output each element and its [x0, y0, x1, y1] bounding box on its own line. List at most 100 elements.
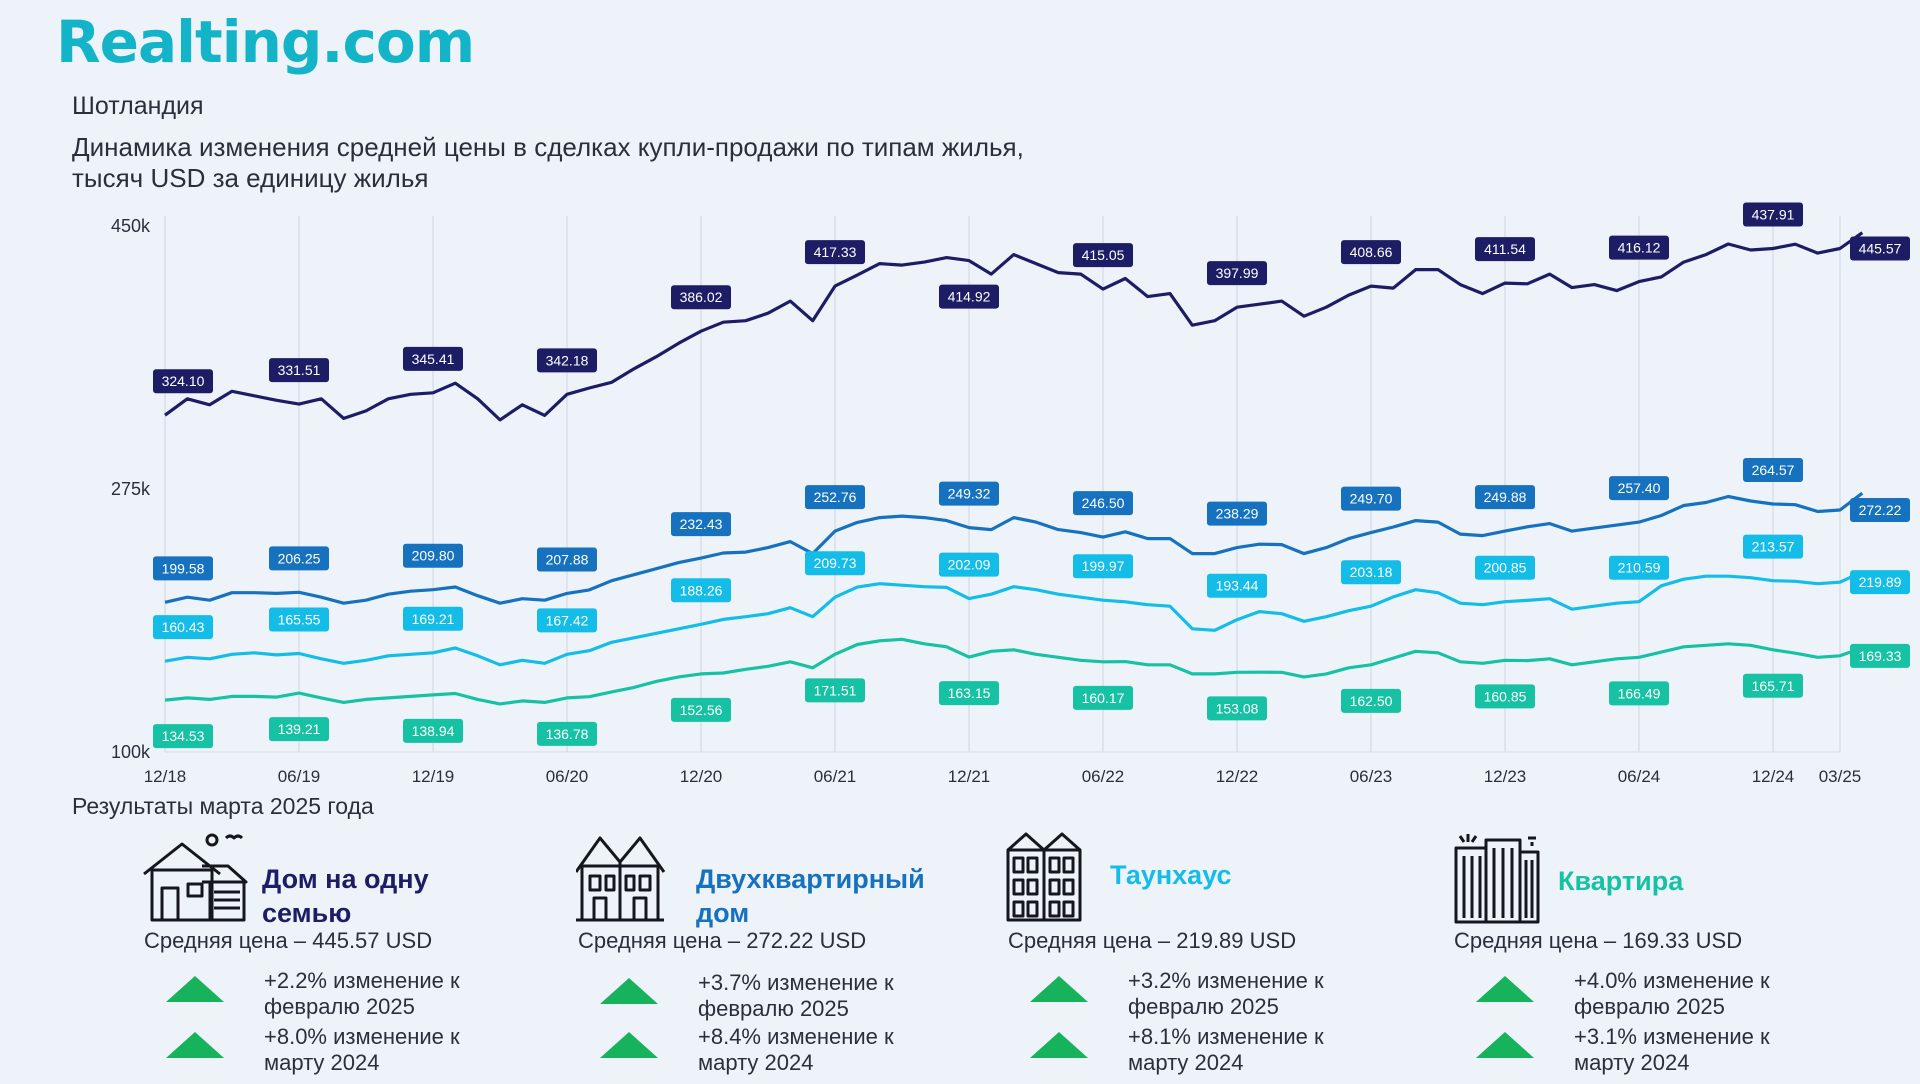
data-label: 411.54 [1484, 241, 1526, 257]
x-tick-label: 12/20 [680, 767, 723, 786]
data-label: 437.91 [1752, 207, 1795, 223]
data-label: 415.05 [1082, 247, 1125, 263]
x-tick-label: 12/22 [1216, 767, 1259, 786]
data-label-box [939, 284, 999, 309]
data-label-box [153, 369, 213, 394]
data-label-box [1743, 458, 1803, 483]
data-label-box [403, 606, 463, 631]
subtitle-line-1: Динамика изменения средней цены в сделка… [72, 132, 1024, 162]
change-year-text: +8.0% изменение к марту 2024 [264, 1024, 460, 1075]
x-tick-label: 06/21 [814, 767, 857, 786]
change-month-text: +3.2% изменение к февралю 2025 [1128, 968, 1324, 1019]
up-arrow-icon [600, 1032, 658, 1058]
data-label: 165.55 [278, 611, 321, 627]
data-label: 162.50 [1350, 693, 1393, 709]
average-price: Средняя цена – 445.57 USD [144, 928, 433, 953]
up-arrow-icon [166, 976, 224, 1002]
card-townhouse: Таунхаус Средняя цена – 219.89 USD +3.2%… [1006, 832, 1426, 1080]
card-apartment: Квартира Средняя цена – 169.33 USD +4.0%… [1452, 832, 1872, 1080]
data-label: 408.66 [1350, 244, 1393, 260]
data-label: 249.70 [1350, 491, 1393, 507]
data-label: 193.44 [1216, 578, 1259, 594]
card-title: Двухквартирный дом [696, 864, 925, 928]
data-label: 342.18 [546, 352, 589, 368]
data-label-box [537, 348, 597, 373]
card-duplex: Двухквартирный дом Средняя цена – 272.22… [576, 832, 996, 1080]
data-label: 153.08 [1216, 700, 1259, 716]
data-label-box [1475, 684, 1535, 709]
data-label: 445.57 [1859, 241, 1902, 257]
card-single-family-house: Дом на одну семью Средняя цена – 445.57 … [142, 832, 562, 1080]
data-label-box [1073, 554, 1133, 579]
data-label: 219.89 [1859, 574, 1902, 590]
change-year-text: +3.1% изменение к марту 2024 [1574, 1024, 1770, 1075]
data-label-box [1341, 240, 1401, 265]
data-label-box [403, 718, 463, 743]
data-label: 160.43 [162, 619, 205, 635]
change-month: +2.2% изменение к февралю 2025 [166, 968, 546, 1028]
data-label-box [153, 615, 213, 640]
x-tick-label: 12/23 [1484, 767, 1527, 786]
data-label: 210.59 [1618, 560, 1661, 576]
data-label: 232.43 [680, 516, 723, 532]
x-tick-label: 12/19 [412, 767, 455, 786]
results-title: Результаты марта 2025 года [72, 793, 374, 819]
data-label-box [1850, 570, 1910, 595]
chart-subtitle: Динамика изменения средней цены в сделка… [72, 132, 1272, 194]
data-label: 152.56 [680, 702, 723, 718]
data-label-box [1609, 681, 1669, 706]
region-title: Шотландия [72, 92, 204, 120]
average-price: Средняя цена – 219.89 USD [1008, 928, 1297, 953]
data-label-box [1341, 486, 1401, 511]
data-label-box [671, 512, 731, 537]
data-label-box [939, 552, 999, 577]
data-label-box [269, 358, 329, 383]
y-tick-label: 275k [111, 479, 151, 499]
data-label: 139.21 [278, 721, 321, 737]
data-label: 160.17 [1082, 690, 1125, 706]
data-label: 169.33 [1859, 648, 1902, 664]
change-month-text: +3.7% изменение к февралю 2025 [698, 970, 894, 1021]
up-arrow-icon [600, 978, 658, 1004]
data-label: 160.85 [1484, 688, 1527, 704]
x-tick-label: 12/21 [948, 767, 991, 786]
data-label-box [537, 608, 597, 633]
data-label: 166.49 [1618, 685, 1661, 701]
up-arrow-icon [166, 1032, 224, 1058]
y-tick-label: 100k [111, 742, 151, 762]
average-price: Средняя цена – 272.22 USD [578, 928, 867, 953]
change-month-text: +4.0% изменение к февралю 2025 [1574, 968, 1770, 1019]
data-label-box [1207, 261, 1267, 286]
data-label: 331.51 [278, 362, 321, 378]
change-month: +3.2% изменение к февралю 2025 [1030, 968, 1410, 1028]
up-arrow-icon [1476, 976, 1534, 1002]
subtitle-line-2: тысяч USD за единицу жилья [72, 163, 429, 193]
card-title: Квартира [1558, 866, 1684, 896]
data-label-box [805, 551, 865, 576]
data-label: 203.18 [1350, 564, 1393, 580]
data-label-box [1850, 236, 1910, 261]
data-label-box [1073, 243, 1133, 268]
data-label: 171.51 [814, 682, 857, 698]
data-label: 345.41 [412, 351, 455, 367]
change-month: +4.0% изменение к февралю 2025 [1476, 968, 1856, 1028]
data-label-box [805, 678, 865, 703]
x-tick-label: 06/20 [546, 767, 589, 786]
data-label: 136.78 [546, 726, 589, 742]
data-label: 246.50 [1082, 495, 1125, 511]
data-label: 324.10 [162, 373, 205, 389]
change-year-text: +8.4% изменение к марту 2024 [698, 1024, 894, 1075]
data-label: 249.88 [1484, 489, 1527, 505]
data-label-box [1743, 673, 1803, 698]
data-label: 386.02 [680, 289, 723, 305]
data-label-box [1850, 498, 1910, 523]
data-label: 134.53 [162, 728, 205, 744]
card-title: Дом на одну семью [262, 864, 429, 928]
data-label-box [537, 547, 597, 572]
data-label-box [537, 721, 597, 746]
data-label-box [1609, 555, 1669, 580]
data-label: 200.85 [1484, 560, 1527, 576]
up-arrow-icon [1030, 1032, 1088, 1058]
data-label-box [1743, 202, 1803, 227]
change-year: +8.1% изменение к марту 2024 [1030, 1024, 1410, 1084]
